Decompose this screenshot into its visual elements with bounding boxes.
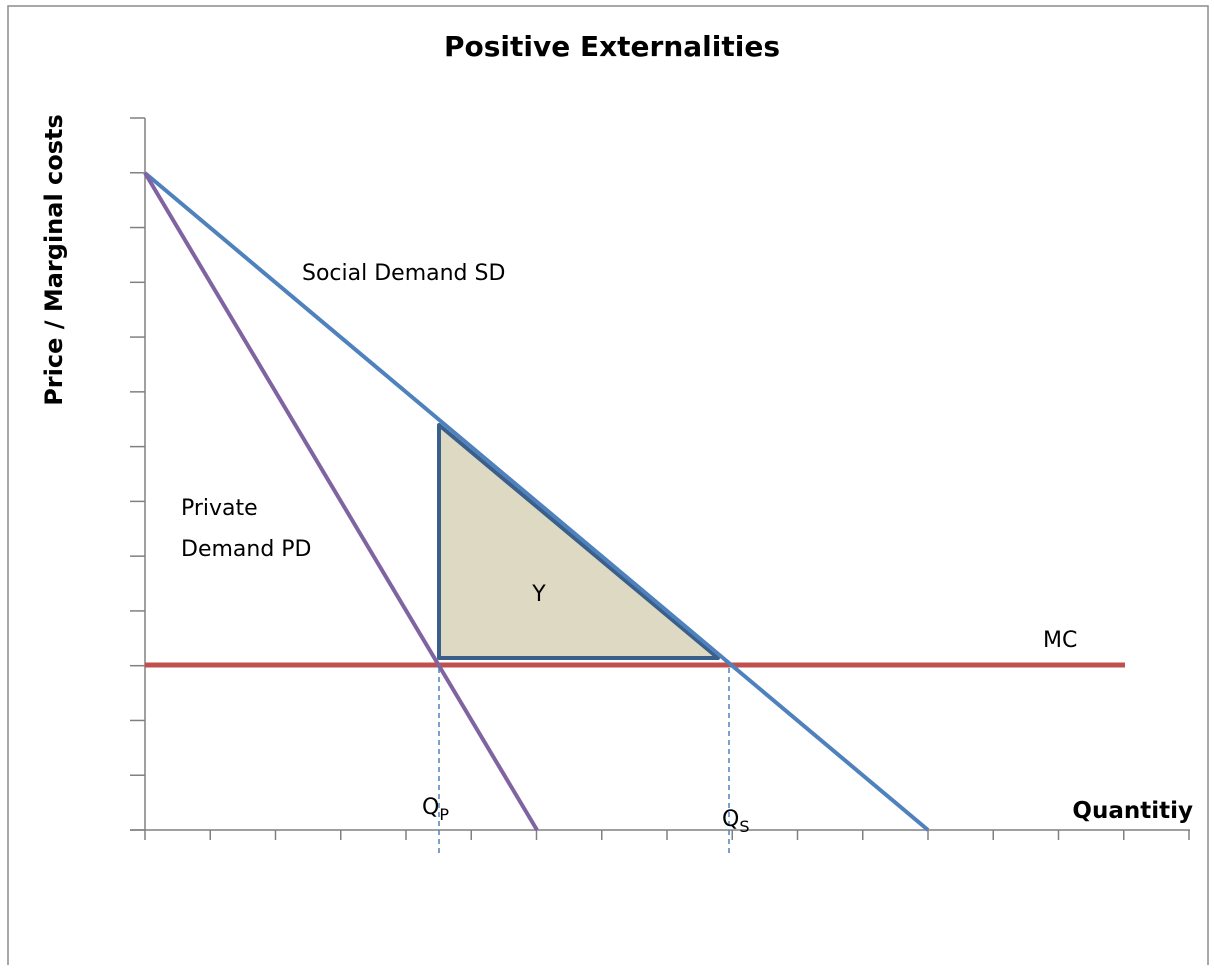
frame — [7, 5, 1209, 967]
private-demand-line — [143, 171, 539, 832]
title: Positive Externalities — [444, 30, 780, 63]
qs-sub: S — [739, 817, 749, 836]
qs-main: Q — [722, 807, 739, 832]
welfare-area — [437, 423, 720, 660]
axes — [130, 117, 1190, 840]
mc-label: MC — [1043, 628, 1077, 653]
y-axis-label: Price / Marginal costs — [40, 114, 68, 406]
area-label: Y — [531, 582, 546, 607]
private-demand-label: Demand PD — [181, 537, 312, 562]
qp-label: QP — [422, 795, 449, 824]
social-demand-label: Social Demand SD — [302, 261, 505, 286]
qs-label: QS — [722, 807, 749, 836]
x-axis-label: Quantitiy — [1072, 798, 1193, 824]
qp-main: Q — [422, 795, 439, 820]
social-demand-line — [143, 171, 930, 832]
private-demand-label: Private — [181, 496, 258, 521]
qp-sub: P — [439, 805, 449, 824]
